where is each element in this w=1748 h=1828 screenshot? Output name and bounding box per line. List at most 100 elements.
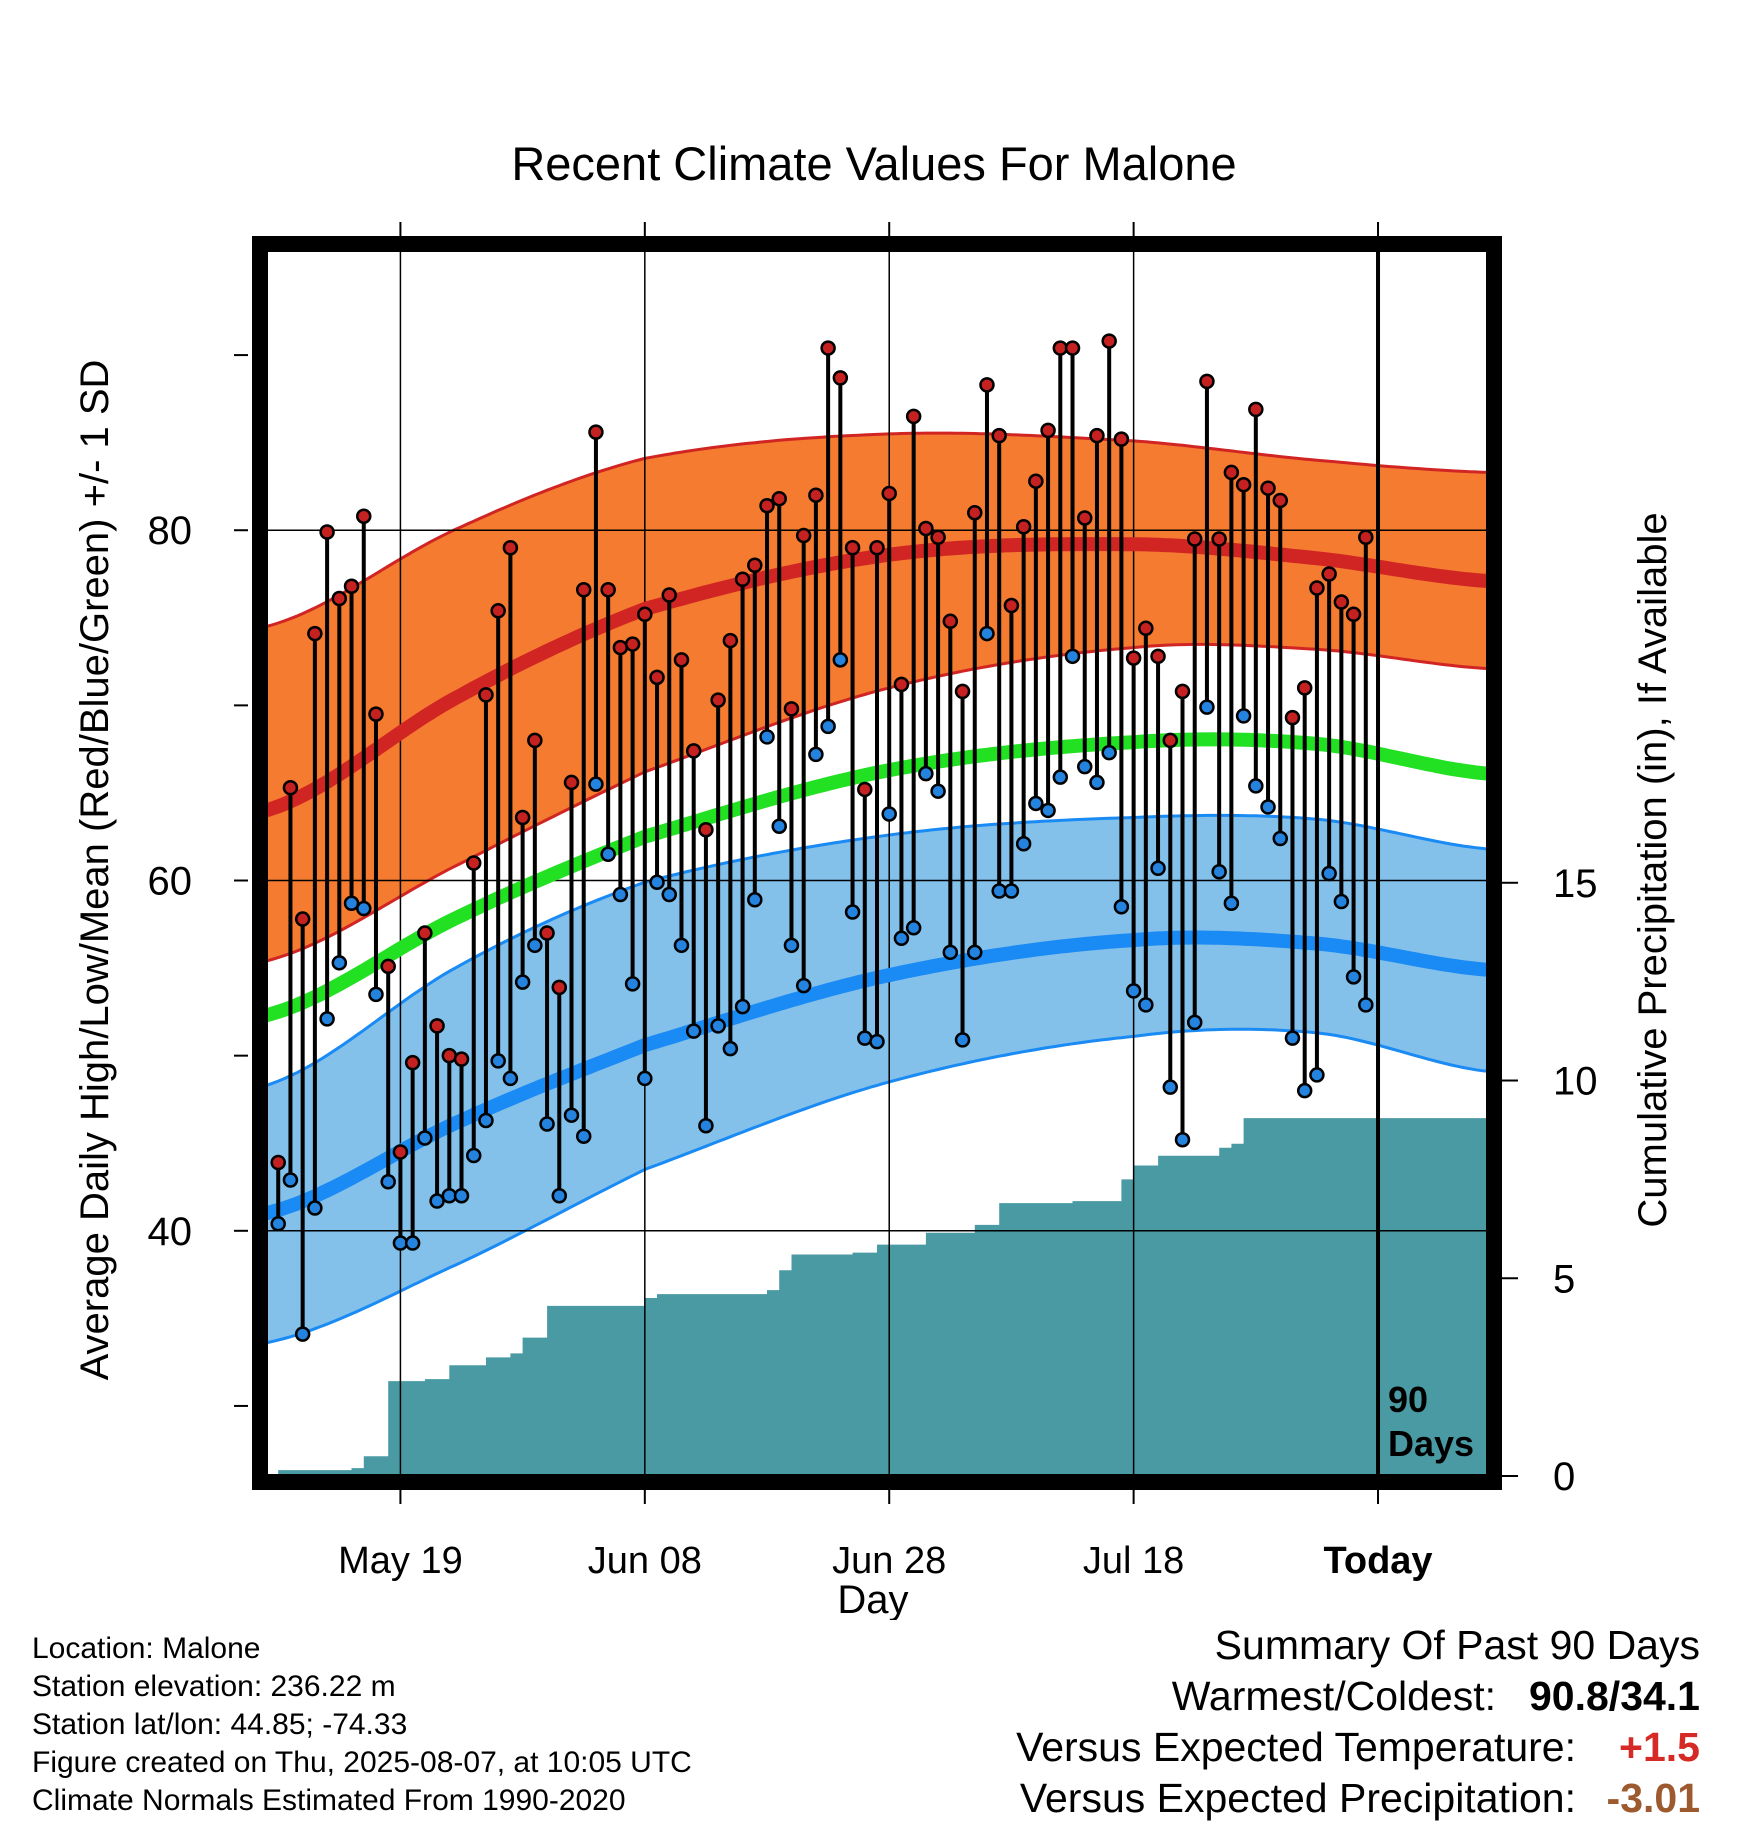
daily-high-point bbox=[942, 613, 959, 630]
daily-low-point bbox=[1333, 893, 1350, 910]
daily-high-point bbox=[453, 1051, 470, 1067]
precip-row: Versus Expected Precipitation: -3.01 bbox=[1016, 1773, 1700, 1824]
daily-low-point bbox=[881, 806, 897, 822]
daily-low-point bbox=[1211, 864, 1227, 880]
daily-low-point bbox=[1052, 769, 1069, 785]
daily-high-point bbox=[673, 652, 690, 668]
summary-panel: Summary Of Past 90 Days Warmest/Coldest:… bbox=[1016, 1620, 1700, 1824]
daily-low-point bbox=[331, 955, 348, 971]
daily-high-point bbox=[759, 497, 775, 514]
daily-high-point bbox=[685, 743, 702, 759]
daily-high-point bbox=[637, 606, 653, 623]
daily-low-point bbox=[698, 1117, 714, 1134]
daily-low-point bbox=[808, 746, 824, 763]
daily-high-point bbox=[1076, 510, 1093, 526]
daily-high-point bbox=[1345, 606, 1362, 623]
daily-high-point bbox=[307, 625, 323, 642]
daily-low-point bbox=[1064, 648, 1081, 665]
daily-low-point bbox=[1296, 1082, 1313, 1099]
daily-low-point bbox=[1223, 895, 1240, 912]
y2-tick-label: 15 bbox=[1553, 862, 1598, 906]
daily-low-point bbox=[380, 1174, 396, 1190]
daily-high-point bbox=[710, 692, 726, 708]
daily-high-point bbox=[820, 340, 836, 356]
daily-low-point bbox=[747, 892, 763, 908]
daily-low-point bbox=[624, 976, 641, 992]
daily-low-point bbox=[527, 937, 543, 954]
daily-low-point bbox=[869, 1033, 885, 1050]
daily-high-point bbox=[417, 925, 433, 941]
daily-low-point bbox=[1150, 860, 1166, 877]
climate-chart: Recent Climate Values For Malone 90Days … bbox=[73, 137, 1675, 1620]
daily-high-point bbox=[1260, 480, 1276, 496]
location-text: Location: Malone bbox=[32, 1632, 261, 1665]
daily-high-point bbox=[722, 632, 739, 649]
daily-high-point bbox=[783, 701, 800, 717]
daily-low-point bbox=[417, 1130, 433, 1146]
daily-high-point bbox=[967, 504, 983, 521]
daily-low-point bbox=[282, 1172, 299, 1188]
daily-high-point bbox=[294, 911, 311, 927]
y-axis-label: Average Daily High/Low/Mean (Red/Blue/Gr… bbox=[73, 360, 117, 1381]
daily-low-point bbox=[368, 986, 384, 1003]
daily-high-point bbox=[1064, 340, 1081, 356]
daily-low-point bbox=[1101, 744, 1117, 761]
daily-high-point bbox=[1248, 401, 1264, 418]
daily-low-point bbox=[1028, 795, 1044, 812]
daily-high-point bbox=[1272, 492, 1289, 509]
y-tick-label: 60 bbox=[148, 860, 193, 904]
daily-high-point bbox=[575, 582, 592, 598]
daily-low-point bbox=[1358, 997, 1374, 1013]
x-tick-label: Jul 18 bbox=[1083, 1540, 1184, 1582]
daily-low-point bbox=[918, 765, 934, 782]
daily-high-point bbox=[1174, 683, 1191, 700]
y2-tick-label: 0 bbox=[1553, 1455, 1575, 1499]
daily-low-point bbox=[1235, 708, 1252, 724]
daily-low-point bbox=[307, 1200, 323, 1216]
daily-high-point bbox=[1138, 620, 1154, 637]
daily-low-point bbox=[490, 1053, 506, 1069]
elevation-text: Station elevation: 236.22 m bbox=[32, 1670, 396, 1703]
daily-high-point bbox=[502, 539, 519, 556]
daily-high-point bbox=[1284, 709, 1301, 726]
chart-title: Recent Climate Values For Malone bbox=[511, 137, 1236, 190]
precip-label: Versus Expected Precipitation: bbox=[1019, 1775, 1576, 1821]
daily-high-point bbox=[1101, 333, 1117, 349]
daily-low-point bbox=[1248, 778, 1264, 794]
daily-high-point bbox=[1162, 732, 1179, 749]
daily-high-point bbox=[1358, 529, 1374, 545]
daily-high-point bbox=[918, 520, 934, 537]
daily-high-point bbox=[600, 582, 616, 598]
daily-low-point bbox=[893, 930, 910, 947]
daily-low-point bbox=[600, 846, 616, 862]
today-marker-days-label: Days bbox=[1388, 1423, 1474, 1464]
normals-text: Climate Normals Estimated From 1990-2020 bbox=[32, 1784, 626, 1817]
daily-high-point bbox=[1309, 580, 1325, 596]
daily-high-point bbox=[808, 487, 824, 503]
daily-low-point bbox=[1260, 799, 1276, 815]
daily-high-point bbox=[392, 1144, 409, 1160]
daily-high-point bbox=[478, 687, 494, 703]
daily-high-point bbox=[1186, 531, 1203, 547]
daily-low-point bbox=[429, 1193, 445, 1209]
daily-low-point bbox=[942, 944, 959, 961]
daily-high-point bbox=[319, 524, 335, 540]
today-marker-days-value: 90 bbox=[1388, 1379, 1428, 1420]
daily-low-point bbox=[465, 1147, 482, 1164]
daily-high-point bbox=[698, 821, 714, 838]
summary-heading: Summary Of Past 90 Days bbox=[1214, 1622, 1700, 1668]
temp-value: +1.5 bbox=[1619, 1724, 1700, 1770]
daily-high-point bbox=[429, 1018, 445, 1034]
x-axis-label: Day bbox=[837, 1578, 908, 1620]
y-tick-label: 40 bbox=[148, 1210, 193, 1254]
daily-low-point bbox=[1003, 883, 1020, 899]
daily-high-point bbox=[1199, 373, 1215, 390]
daily-high-point bbox=[624, 636, 641, 652]
daily-high-point bbox=[1089, 427, 1105, 444]
x-tick-label: Jun 28 bbox=[832, 1540, 946, 1582]
daily-low-point bbox=[1089, 774, 1105, 791]
daily-low-point bbox=[954, 1032, 971, 1048]
daily-high-point bbox=[343, 578, 360, 595]
daily-low-point bbox=[771, 818, 787, 834]
